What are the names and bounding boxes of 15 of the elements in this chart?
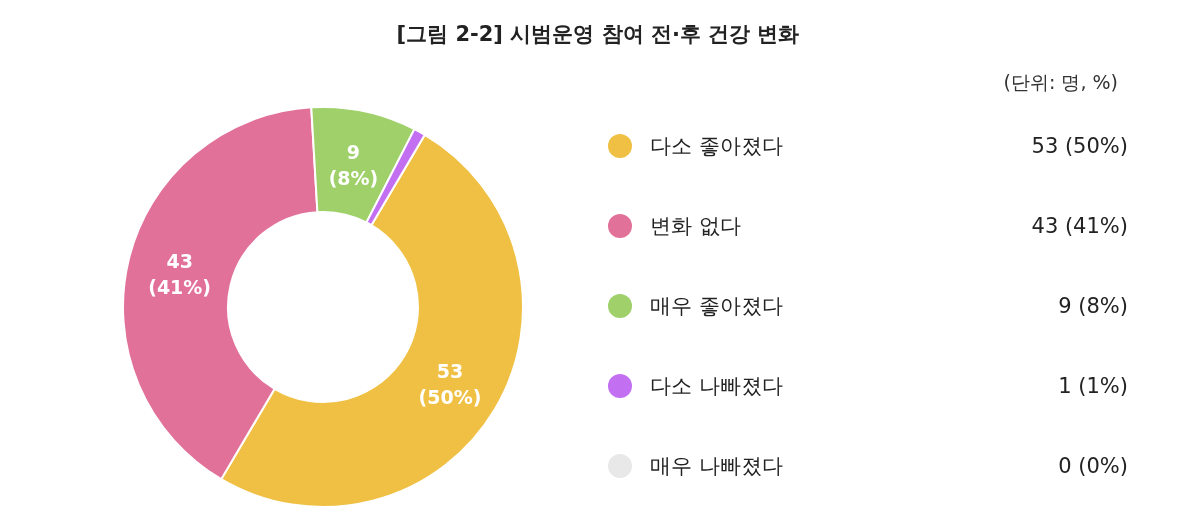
legend-label: 매우 나빠졌다 (650, 453, 784, 480)
data-label: 9 (8%) (328, 140, 379, 189)
data-label: 53 (50%) (418, 360, 482, 409)
text: 43 (41%) (1031, 214, 1128, 238)
data-label: 1 (1%) (1057, 374, 1128, 398)
text: (단위: 명, %) (1003, 70, 1118, 95)
text: 9 (8%) (1058, 294, 1128, 318)
text: 53 (50%) (1031, 134, 1128, 158)
data-label: 43 (41%) (148, 250, 212, 299)
chart-title: [그림 2-2] 시범운영 참여 전·후 건강 변화 (395, 21, 801, 48)
legend-label: 다소 나빠졌다 (650, 373, 784, 400)
legend-label: 매우 좋아졌다 (650, 293, 784, 320)
legend-label: 다소 좋아졌다 (650, 133, 784, 160)
text: 0 (0%) (1058, 454, 1128, 478)
legend-label: 변화 없다 (650, 213, 742, 240)
